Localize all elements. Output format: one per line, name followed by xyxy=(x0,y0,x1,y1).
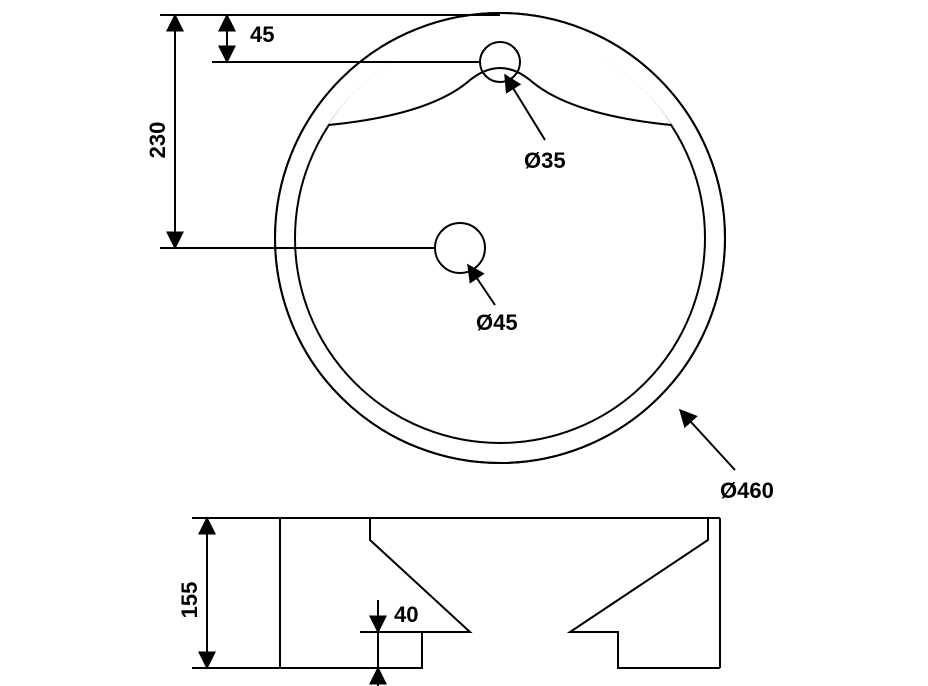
section-left xyxy=(280,518,470,668)
side-view: 155 40 xyxy=(177,518,720,686)
dim-45-label: 45 xyxy=(250,22,274,47)
dim-155-label: 155 xyxy=(177,582,202,619)
d45-label: Ø45 xyxy=(476,310,518,335)
dim-40-label: 40 xyxy=(394,602,418,627)
section-right xyxy=(570,518,720,668)
tap-deck-mask xyxy=(328,32,672,125)
technical-drawing: Ø35 Ø45 Ø460 230 45 155 xyxy=(0,0,928,686)
d460-leader xyxy=(680,410,735,470)
d35-label: Ø35 xyxy=(524,148,566,173)
drain-hole xyxy=(435,223,485,273)
d460-label: Ø460 xyxy=(720,478,774,503)
top-view: Ø35 Ø45 Ø460 230 45 xyxy=(145,13,774,503)
d45-leader xyxy=(468,265,495,305)
dim-230-label: 230 xyxy=(145,122,170,159)
basin-outer-circle xyxy=(275,13,725,463)
